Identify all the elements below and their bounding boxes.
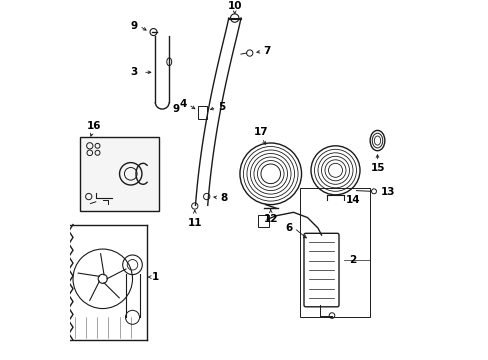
Text: 11: 11	[187, 217, 202, 228]
Circle shape	[203, 193, 209, 200]
Text: 13: 13	[380, 187, 395, 197]
Text: 6: 6	[285, 223, 292, 233]
Text: 1: 1	[151, 272, 159, 282]
Bar	[258, 215, 268, 228]
Text: 17: 17	[253, 127, 268, 137]
Ellipse shape	[166, 58, 171, 66]
Text: 9: 9	[172, 104, 180, 114]
Text: 3: 3	[130, 67, 138, 77]
Text: 12: 12	[263, 214, 278, 224]
Bar	[69, 225, 146, 340]
Text: 7: 7	[263, 46, 270, 56]
Text: 5: 5	[218, 102, 225, 112]
Text: 15: 15	[370, 163, 385, 173]
Text: 4: 4	[179, 99, 186, 109]
Text: 16: 16	[87, 121, 102, 131]
Text: 9: 9	[130, 21, 138, 31]
Text: 2: 2	[349, 255, 356, 265]
Circle shape	[246, 50, 252, 56]
Bar	[198, 106, 206, 119]
Bar	[80, 137, 159, 211]
Text: 14: 14	[346, 195, 360, 205]
Circle shape	[191, 203, 198, 209]
Bar	[300, 188, 370, 317]
Text: 8: 8	[220, 193, 227, 203]
Circle shape	[230, 14, 239, 22]
Text: 10: 10	[227, 1, 242, 11]
